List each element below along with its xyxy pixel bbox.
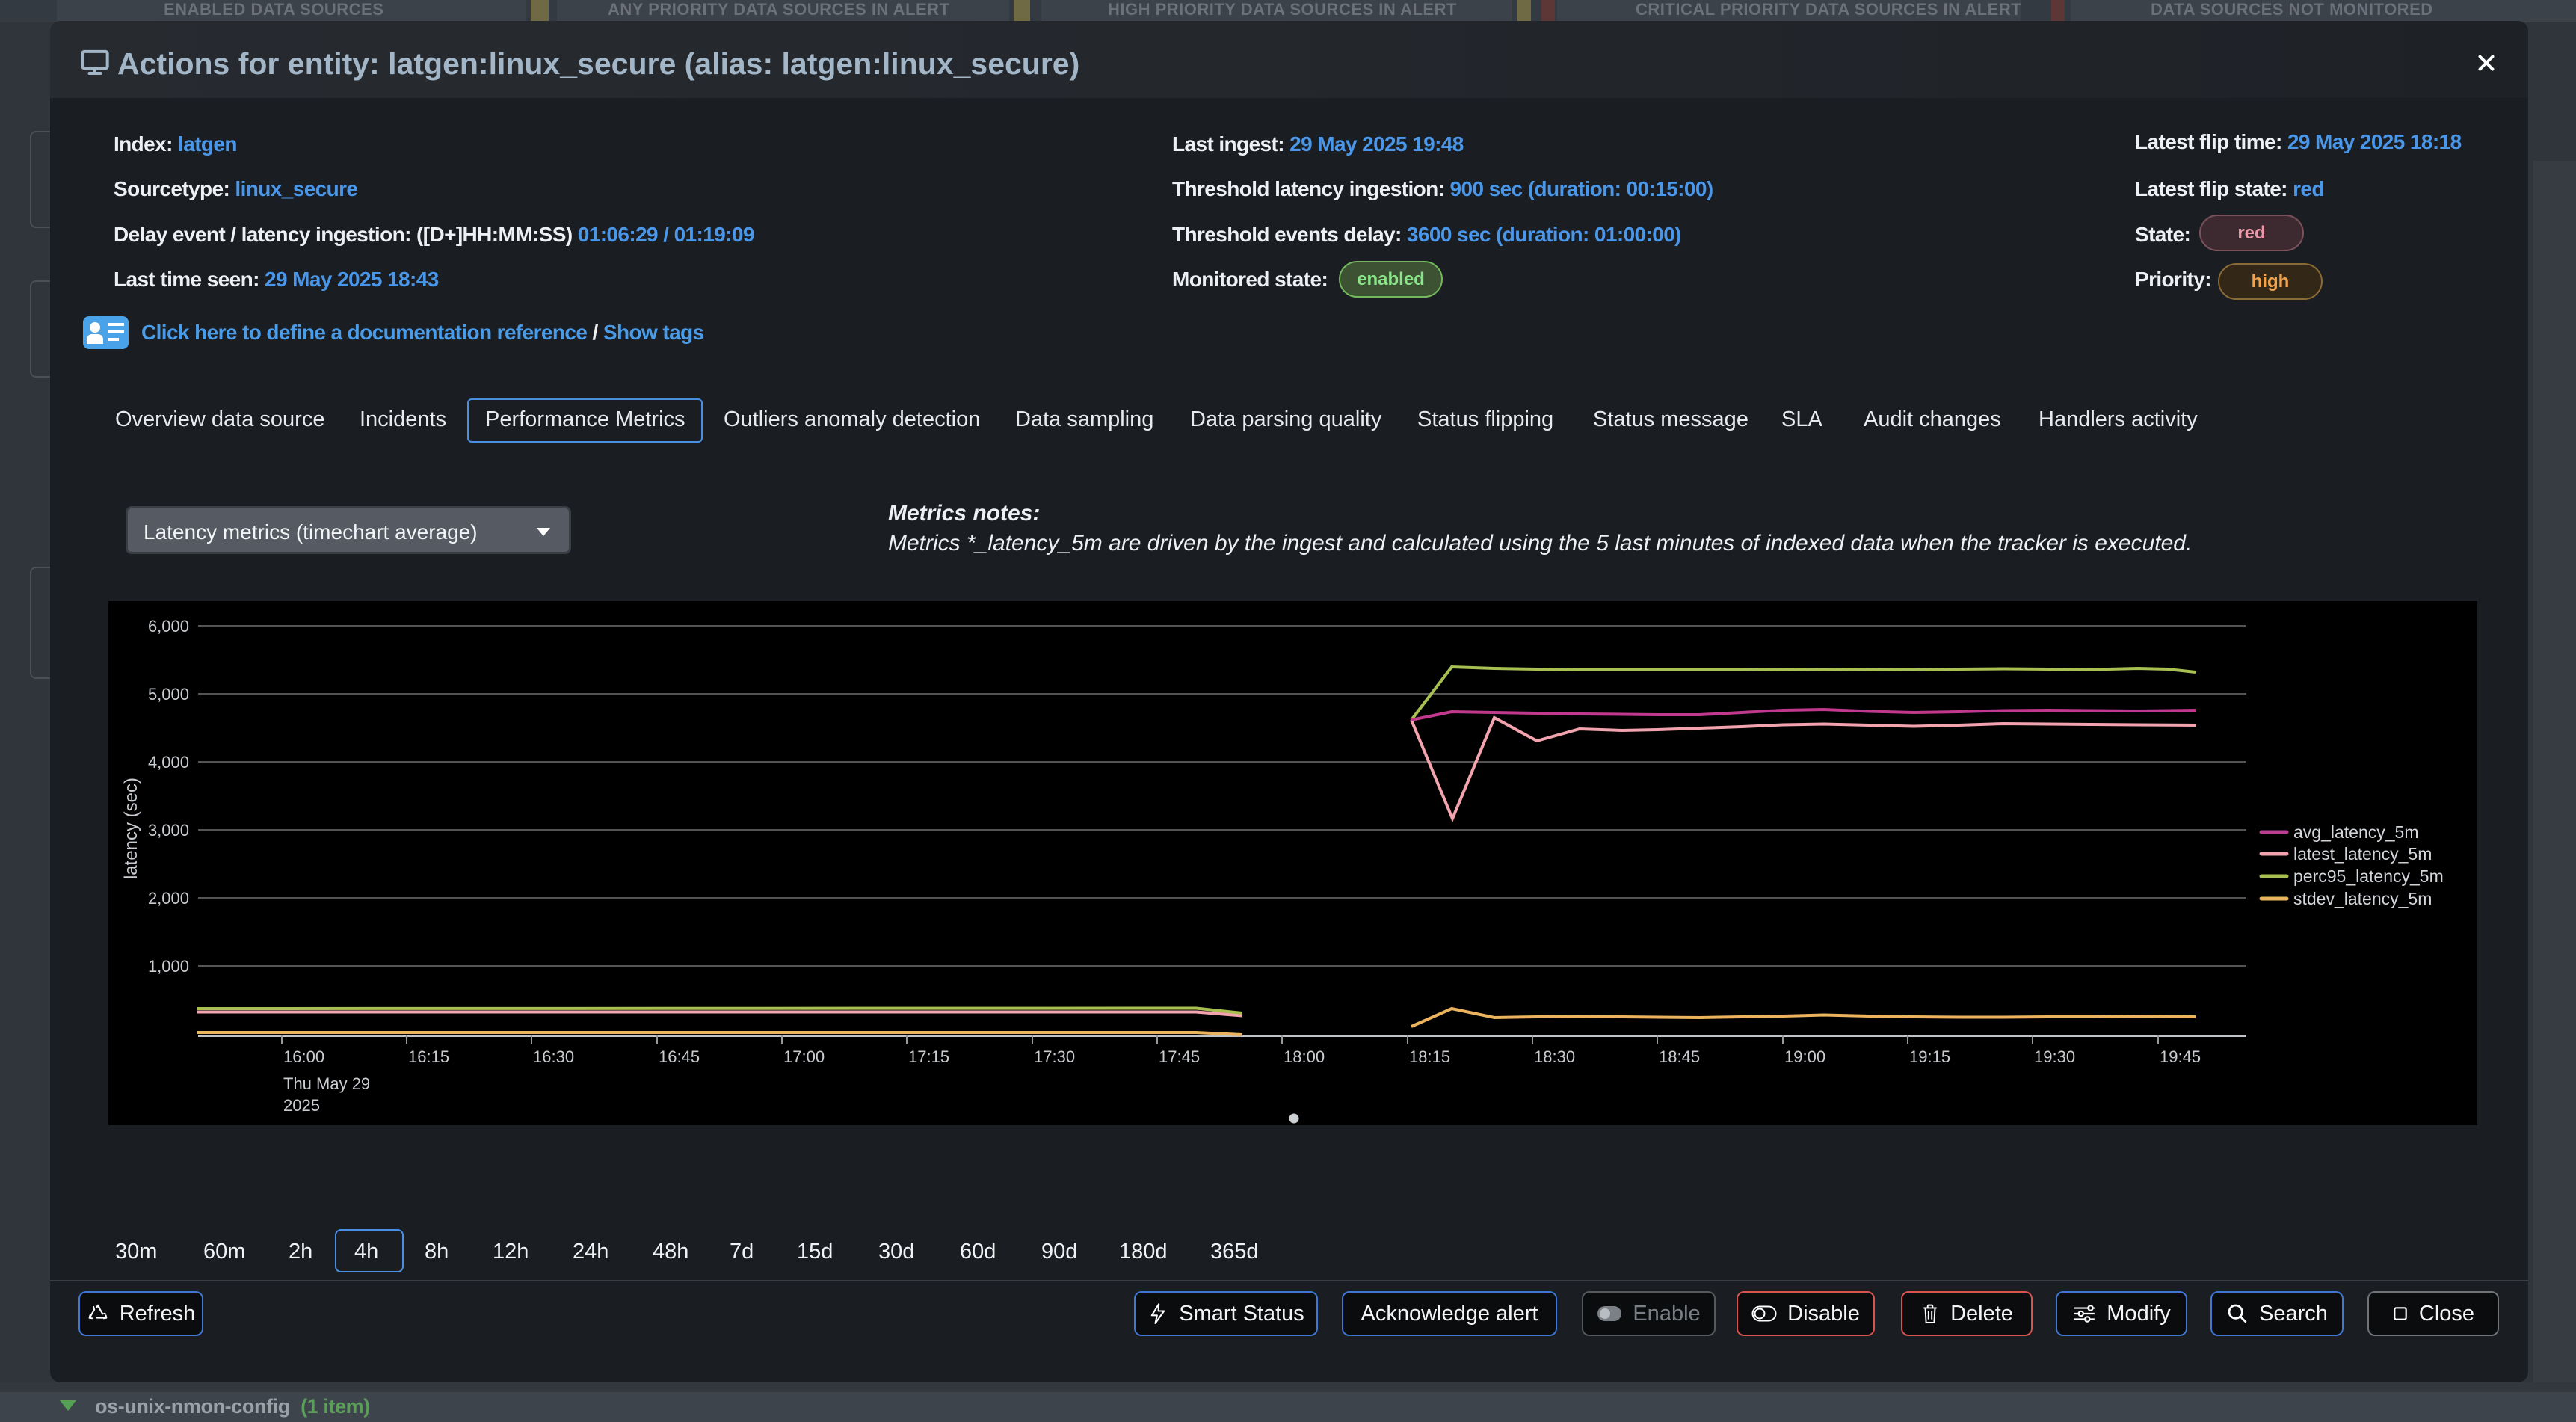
svg-text:19:15: 19:15 bbox=[1909, 1047, 1950, 1066]
svg-text:stdev_latency_5m: stdev_latency_5m bbox=[2293, 889, 2432, 908]
svg-text:18:15: 18:15 bbox=[1409, 1047, 1450, 1066]
svg-text:4,000: 4,000 bbox=[148, 753, 189, 772]
svg-text:2,000: 2,000 bbox=[148, 889, 189, 908]
svg-text:16:00: 16:00 bbox=[283, 1047, 324, 1066]
svg-text:6,000: 6,000 bbox=[148, 617, 189, 635]
svg-text:18:00: 18:00 bbox=[1284, 1047, 1325, 1066]
svg-text:17:00: 17:00 bbox=[783, 1047, 825, 1066]
svg-text:3,000: 3,000 bbox=[148, 821, 189, 840]
svg-text:19:30: 19:30 bbox=[2034, 1047, 2075, 1066]
svg-text:19:45: 19:45 bbox=[2160, 1047, 2201, 1066]
svg-text:latency (sec): latency (sec) bbox=[121, 778, 141, 879]
svg-text:18:45: 18:45 bbox=[1659, 1047, 1700, 1066]
svg-text:17:30: 17:30 bbox=[1034, 1047, 1075, 1066]
svg-text:19:00: 19:00 bbox=[1784, 1047, 1825, 1066]
svg-text:17:15: 17:15 bbox=[908, 1047, 949, 1066]
svg-text:16:45: 16:45 bbox=[659, 1047, 700, 1066]
svg-text:16:30: 16:30 bbox=[533, 1047, 574, 1066]
svg-text:1,000: 1,000 bbox=[148, 957, 189, 976]
svg-text:18:30: 18:30 bbox=[1534, 1047, 1575, 1066]
svg-text:latest_latency_5m: latest_latency_5m bbox=[2293, 844, 2432, 864]
svg-text:5,000: 5,000 bbox=[148, 685, 189, 704]
svg-text:Thu May 29: Thu May 29 bbox=[283, 1074, 370, 1093]
svg-text:16:15: 16:15 bbox=[408, 1047, 449, 1066]
svg-text:avg_latency_5m: avg_latency_5m bbox=[2293, 822, 2419, 842]
svg-text:2025: 2025 bbox=[283, 1096, 320, 1115]
svg-text:17:45: 17:45 bbox=[1159, 1047, 1200, 1066]
svg-text:perc95_latency_5m: perc95_latency_5m bbox=[2293, 867, 2444, 886]
